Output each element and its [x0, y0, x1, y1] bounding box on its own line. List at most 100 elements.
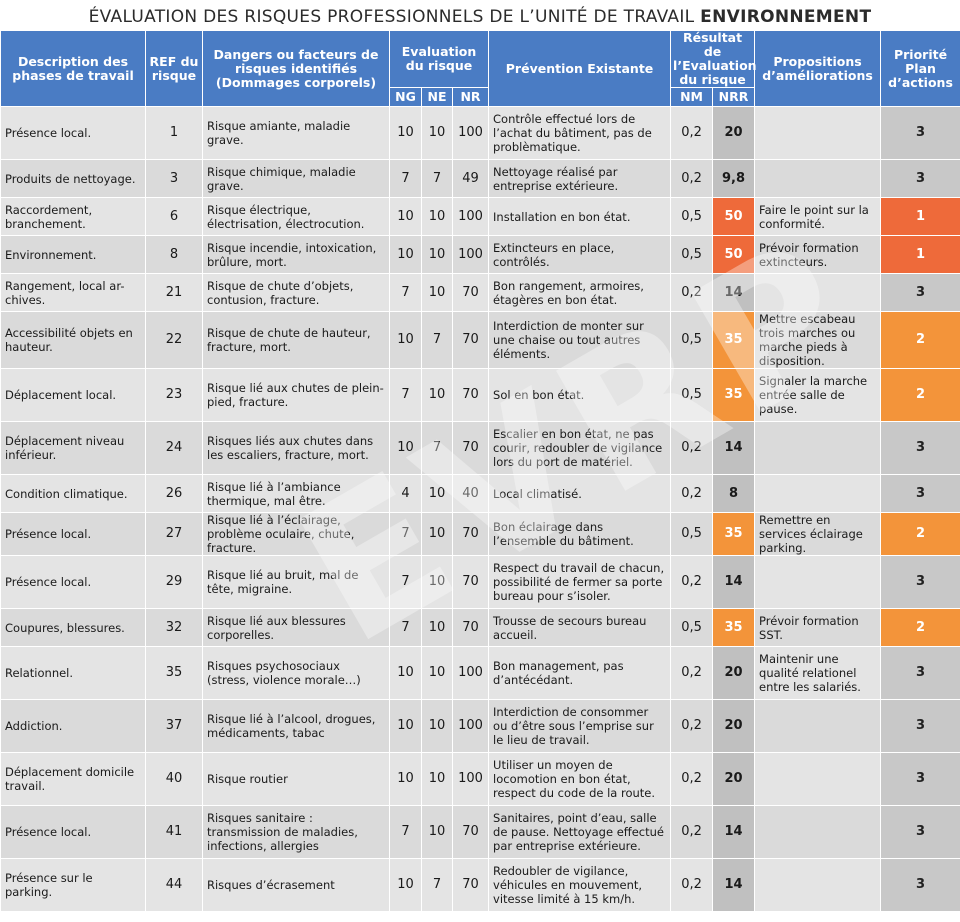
- cell-priority: 3: [880, 555, 960, 609]
- cell-proposition: Prévoir formation SST.: [754, 608, 882, 647]
- cell-priority: 3: [880, 474, 960, 513]
- title-emphasis: ENVIRONNEMENT: [700, 7, 872, 27]
- cell-nr: 70: [451, 421, 490, 475]
- cell-ng: 7: [389, 805, 422, 859]
- cell-nr: 40: [451, 474, 490, 513]
- table-row: Coupures, blessures. 32 Risque lié aux ble…: [0, 608, 960, 647]
- cell-nm: 0,2: [670, 555, 714, 609]
- cell-ng: 10: [389, 752, 422, 806]
- cell-ref: 37: [145, 699, 203, 753]
- cell-nr: 100: [451, 235, 490, 274]
- header-dangers: Dangers ou facteurs de risques identifié…: [202, 30, 390, 107]
- cell-description: Déplacement local.: [0, 368, 146, 422]
- cell-nrr: 14: [712, 858, 756, 912]
- cell-nrr: 35: [712, 311, 756, 369]
- cell-ng: 7: [389, 608, 422, 647]
- cell-proposition: Mettre escabeau trois marches ou marche …: [754, 311, 882, 369]
- cell-priority: 3: [880, 273, 960, 312]
- cell-ref: 1: [145, 106, 203, 160]
- cell-ne: 7: [421, 159, 453, 198]
- table-row: Relationnel. 35 Risques psychosociaux (str…: [0, 646, 960, 700]
- cell-nm: 0,2: [670, 273, 714, 312]
- cell-ne: 10: [421, 699, 453, 753]
- cell-ref: 22: [145, 311, 203, 369]
- cell-danger: Risque de chute de hauteur, fracture, mo…: [202, 311, 390, 369]
- cell-ref: 29: [145, 555, 203, 609]
- cell-danger: Risque lié aux blessures corporelles.: [202, 608, 390, 647]
- cell-priority: 3: [880, 106, 960, 160]
- cell-prevention: Extincteurs en place, contrôlés.: [488, 235, 672, 274]
- cell-description: Présence sur le parking.: [0, 858, 146, 912]
- cell-nr: 70: [451, 805, 490, 859]
- cell-ref: 21: [145, 273, 203, 312]
- cell-proposition: [754, 858, 882, 912]
- cell-ne: 10: [421, 752, 453, 806]
- cell-prevention: Interdiction de monter sur une chaise ou…: [488, 311, 672, 369]
- cell-nm: 0,2: [670, 858, 714, 912]
- cell-nrr: 35: [712, 608, 756, 647]
- cell-nr: 70: [451, 858, 490, 912]
- cell-ne: 10: [421, 512, 453, 556]
- cell-danger: Risque incendie, intoxication, brûlure, …: [202, 235, 390, 274]
- cell-priority: 1: [880, 197, 960, 236]
- cell-nr: 100: [451, 106, 490, 160]
- header-nm: NM: [670, 87, 714, 107]
- cell-priority: 2: [880, 608, 960, 647]
- cell-description: Présence local.: [0, 512, 146, 556]
- cell-description: Produits de nettoyage.: [0, 159, 146, 198]
- header-description: Description des phases de travail: [0, 30, 146, 107]
- cell-nrr: 20: [712, 752, 756, 806]
- cell-ref: 41: [145, 805, 203, 859]
- cell-ref: 44: [145, 858, 203, 912]
- cell-nm: 0,2: [670, 752, 714, 806]
- cell-ng: 10: [389, 421, 422, 475]
- cell-proposition: [754, 805, 882, 859]
- cell-proposition: [754, 699, 882, 753]
- cell-nrr: 20: [712, 106, 756, 160]
- cell-ref: 35: [145, 646, 203, 700]
- cell-ne: 7: [421, 858, 453, 912]
- table-row: Accessibilité objets en hauteur. 22 Risque…: [0, 311, 960, 369]
- cell-proposition: [754, 159, 882, 198]
- cell-prevention: Trousse de secours bureau accueil.: [488, 608, 672, 647]
- cell-nm: 0,2: [670, 421, 714, 475]
- cell-description: Condition climatique.: [0, 474, 146, 513]
- table-row: Déplacement local. 23 Risque lié aux chute…: [0, 368, 960, 422]
- cell-ref: 8: [145, 235, 203, 274]
- cell-priority: 2: [880, 311, 960, 369]
- cell-nrr: 50: [712, 235, 756, 274]
- cell-prevention: Sanitaires, point d’eau, salle de pause.…: [488, 805, 672, 859]
- cell-ng: 4: [389, 474, 422, 513]
- cell-danger: Risque amiante, maladie grave.: [202, 106, 390, 160]
- cell-ng: 10: [389, 106, 422, 160]
- cell-nr: 49: [451, 159, 490, 198]
- cell-nr: 100: [451, 646, 490, 700]
- cell-danger: Risque lié à l’ambiance thermique, mal ê…: [202, 474, 390, 513]
- cell-ne: 10: [421, 646, 453, 700]
- cell-prevention: Redoubler de vigilance, véhicules en mou…: [488, 858, 672, 912]
- cell-description: Environnement.: [0, 235, 146, 274]
- cell-danger: Risques liés aux chutes dans les escalie…: [202, 421, 390, 475]
- cell-nrr: 14: [712, 805, 756, 859]
- cell-ne: 10: [421, 368, 453, 422]
- cell-proposition: Prévoir formation extincteurs.: [754, 235, 882, 274]
- title-prefix: ÉVALUATION DES RISQUES PROFESSIONNELS DE…: [88, 7, 695, 27]
- cell-description: Addiction.: [0, 699, 146, 753]
- cell-prevention: Respect du travail de chacun, possibilit…: [488, 555, 672, 609]
- cell-danger: Risques sanitaire : transmission de mala…: [202, 805, 390, 859]
- cell-proposition: [754, 474, 882, 513]
- cell-prevention: Utiliser un moyen de locomotion en bon é…: [488, 752, 672, 806]
- cell-danger: Risque de chute d’objets, contusion, fra…: [202, 273, 390, 312]
- cell-priority: 3: [880, 421, 960, 475]
- cell-ne: 10: [421, 273, 453, 312]
- cell-description: Accessibilité objets en hauteur.: [0, 311, 146, 369]
- table-row: Rangement, local ar-chives. 21 Risque de c…: [0, 273, 960, 312]
- cell-nr: 70: [451, 608, 490, 647]
- cell-priority: 3: [880, 159, 960, 198]
- cell-ng: 10: [389, 646, 422, 700]
- cell-nrr: 50: [712, 197, 756, 236]
- cell-nm: 0,2: [670, 805, 714, 859]
- cell-nm: 0,5: [670, 235, 714, 274]
- cell-danger: Risques d’écrasement: [202, 858, 390, 912]
- cell-nm: 0,5: [670, 608, 714, 647]
